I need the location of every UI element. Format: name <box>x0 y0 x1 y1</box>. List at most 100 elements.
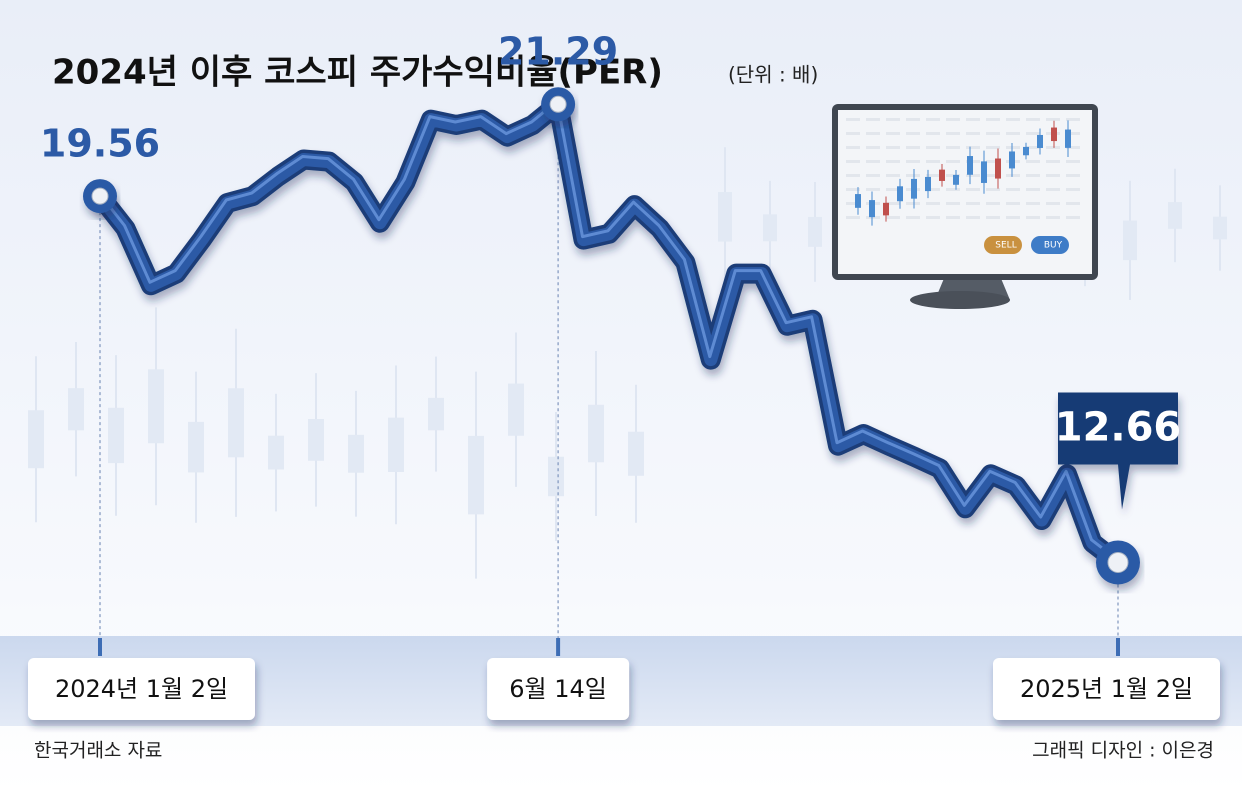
monitor-grid <box>906 132 920 135</box>
monitor-grid <box>846 188 860 191</box>
monitor-grid <box>926 160 940 163</box>
deco-body <box>428 397 444 431</box>
point-center <box>91 187 109 205</box>
deco-body <box>28 410 44 469</box>
monitor-grid <box>1006 216 1020 219</box>
monitor-grid <box>886 160 900 163</box>
monitor-grid <box>966 146 980 149</box>
x-tick-label: 2024년 1월 2일 <box>55 675 228 703</box>
monitor-body <box>855 194 861 208</box>
point-center <box>1107 551 1129 573</box>
unit-label: (단위 : 배) <box>728 63 818 87</box>
date-tick <box>556 638 561 656</box>
deco-body <box>808 216 822 247</box>
monitor-body <box>995 158 1001 179</box>
monitor-grid <box>946 160 960 163</box>
monitor-grid <box>926 132 940 135</box>
monitor-grid <box>986 174 1000 177</box>
monitor-grid <box>886 188 900 191</box>
monitor-grid <box>1046 146 1060 149</box>
monitor-grid <box>866 216 880 219</box>
monitor-grid <box>886 216 900 219</box>
monitor-grid <box>986 160 1000 163</box>
monitor-grid <box>986 216 1000 219</box>
deco-body <box>308 419 324 461</box>
monitor-grid <box>866 160 880 163</box>
monitor-grid <box>1006 132 1020 135</box>
monitor-body <box>1037 134 1043 148</box>
monitor-illustration: SELL BUY <box>832 104 1098 309</box>
monitor-body <box>1009 151 1015 169</box>
monitor-grid <box>1066 188 1080 191</box>
monitor-grid <box>886 118 900 121</box>
deco-body <box>548 456 564 497</box>
monitor-body <box>939 169 945 181</box>
deco-body <box>148 369 164 444</box>
monitor-grid <box>926 118 940 121</box>
monitor-grid <box>1046 160 1060 163</box>
monitor-grid <box>946 146 960 149</box>
monitor-grid <box>966 174 980 177</box>
deco-body <box>508 383 524 436</box>
monitor-grid <box>986 146 1000 149</box>
monitor-grid <box>1026 160 1040 163</box>
line-highlight <box>97 99 1118 561</box>
monitor-grid <box>1046 118 1060 121</box>
monitor-grid <box>946 216 960 219</box>
monitor-grid <box>866 174 880 177</box>
monitor-grid <box>1046 216 1060 219</box>
deco-body <box>1168 202 1182 229</box>
monitor-body <box>897 186 903 202</box>
monitor-body <box>869 200 875 218</box>
monitor-grid <box>1066 146 1080 149</box>
deco-body <box>763 214 777 242</box>
monitor-grid <box>986 188 1000 191</box>
monitor-grid <box>966 202 980 205</box>
monitor-body <box>1051 127 1057 142</box>
source: 한국거래소 자료 <box>34 740 162 762</box>
monitor-grid <box>1026 174 1040 177</box>
deco-body <box>108 407 124 464</box>
monitor-grid <box>1026 132 1040 135</box>
monitor-grid <box>946 118 960 121</box>
deco-body <box>388 417 404 473</box>
monitor-grid <box>946 202 960 205</box>
date-box <box>993 658 1220 720</box>
monitor-grid <box>866 188 880 191</box>
deco-body <box>268 435 284 470</box>
sell-button: SELL <box>995 241 1016 251</box>
monitor-grid <box>1006 146 1020 149</box>
monitor-grid <box>1066 132 1080 135</box>
deco-body <box>718 192 732 242</box>
monitor-grid <box>926 188 940 191</box>
deco-body <box>588 404 604 463</box>
monitor-grid <box>906 174 920 177</box>
monitor-grid <box>846 174 860 177</box>
monitor-grid <box>946 132 960 135</box>
monitor-body <box>925 176 931 192</box>
date-box <box>28 658 255 720</box>
monitor-grid <box>846 118 860 121</box>
monitor-grid <box>866 118 880 121</box>
value-label: 12.66 <box>1055 404 1182 450</box>
monitor-grid <box>846 146 860 149</box>
monitor-grid <box>1026 146 1040 149</box>
monitor-grid <box>866 132 880 135</box>
plot: 19.56 2024년 1월 2일 21.29 6월 14일 12.66 2025년 1월… <box>28 30 1220 720</box>
monitor-body <box>967 156 973 175</box>
monitor-grid <box>1046 202 1060 205</box>
monitor-grid <box>966 118 980 121</box>
chart-title: 2024년 이후 코스피 주가수익비율(PER) <box>52 53 663 93</box>
monitor-grid <box>906 118 920 121</box>
deco-body <box>188 421 204 473</box>
monitor-grid <box>886 202 900 205</box>
monitor-body <box>883 202 889 216</box>
monitor-grid <box>1066 202 1080 205</box>
deco-body <box>468 435 484 515</box>
monitor-grid <box>866 146 880 149</box>
date-tick <box>1116 638 1120 656</box>
monitor-body <box>953 174 959 185</box>
value-label: 21.29 <box>498 30 618 74</box>
monitor-grid <box>906 216 920 219</box>
